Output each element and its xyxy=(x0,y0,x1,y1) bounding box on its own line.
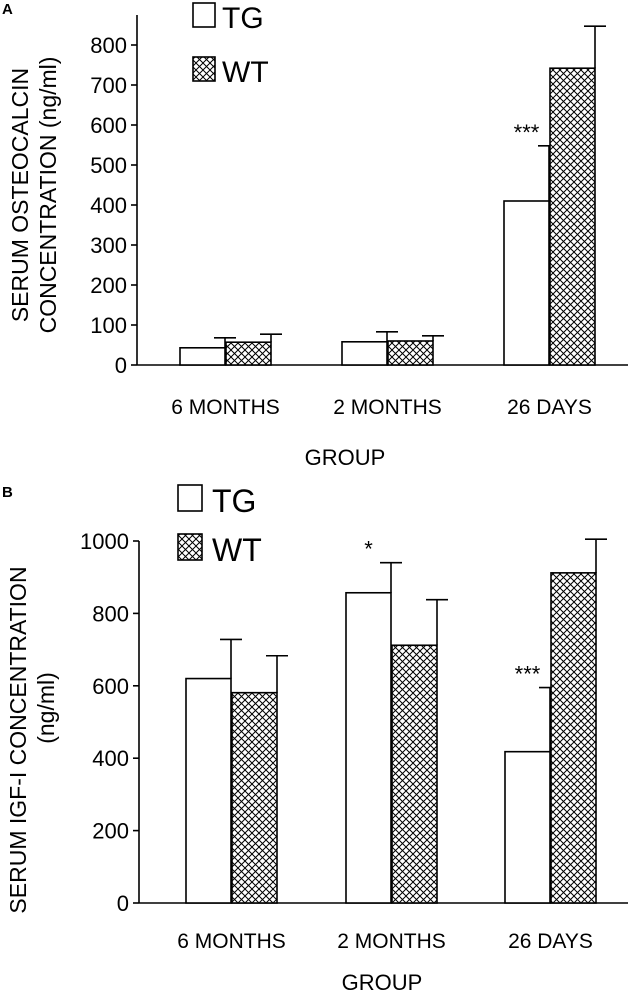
bar-tg xyxy=(345,591,392,904)
legend-wt-label: WT xyxy=(222,56,269,89)
panel-a-ylabel-line2: CONCENTRATION (ng/ml) xyxy=(35,57,61,334)
y-tick-label: 1000 xyxy=(80,529,129,554)
x-tick-label: 2 MONTHS xyxy=(337,930,446,953)
legend-wt-swatch xyxy=(177,533,203,561)
bar-tg xyxy=(185,677,232,904)
bar-tg xyxy=(503,200,550,366)
legend-wt-label: WT xyxy=(212,532,262,568)
significance-marker: *** xyxy=(515,662,541,687)
x-tick-label: 26 DAYS xyxy=(508,930,593,953)
panel-b-legend: TG WT xyxy=(177,483,262,568)
panel-a-letter: A xyxy=(2,1,13,18)
legend-tg-swatch xyxy=(192,2,216,28)
panel-b-ylabel-line1: SERUM IGF-I CONCENTRATION xyxy=(5,566,31,913)
y-tick-label: 500 xyxy=(90,153,127,178)
legend-tg-swatch xyxy=(177,484,203,512)
y-tick-label: 600 xyxy=(90,113,127,138)
legend-wt-swatch xyxy=(192,56,216,82)
bar-tg xyxy=(341,340,388,366)
y-tick-label: 200 xyxy=(90,273,127,298)
x-tick-label: 26 DAYS xyxy=(507,396,592,419)
panel-a-xlabel: GROUP xyxy=(305,445,386,470)
y-tick-label: 0 xyxy=(117,891,129,916)
panel-a-ylabel-line1: SERUM OSTEOCALCIN xyxy=(7,68,33,322)
bar-wt xyxy=(387,340,434,366)
x-tick-label: 2 MONTHS xyxy=(333,396,442,419)
panel-b-plot: 0 200 400 600 800 1000 6 MONTHS 2 MONTHS 26 DAYS… xyxy=(80,529,628,953)
panel-a: SERUM OSTEOCALCIN CONCENTRATION (ng/ml) … xyxy=(7,2,385,470)
y-tick-label: 400 xyxy=(90,193,127,218)
panel-b-letter: B xyxy=(2,484,13,501)
y-tick-label: 300 xyxy=(90,233,127,258)
panel-a-plot: 0 100 200 300 400 500 600 700 800 6 MONTHS 2 MONTH… xyxy=(90,15,628,419)
significance-marker: *** xyxy=(514,120,540,145)
panel-a-legend: TG WT xyxy=(192,2,269,89)
bar-wt xyxy=(231,691,278,904)
bar-wt xyxy=(391,644,438,904)
legend-tg-label: TG xyxy=(222,2,264,35)
y-tick-label: 600 xyxy=(92,674,129,699)
y-tick-label: 0 xyxy=(115,353,127,378)
y-tick-label: 400 xyxy=(92,746,129,771)
x-tick-label: 6 MONTHS xyxy=(177,930,286,953)
y-tick-label: 700 xyxy=(90,73,127,98)
x-tick-label: 6 MONTHS xyxy=(171,396,280,419)
bar-wt xyxy=(550,572,597,904)
significance-marker: * xyxy=(364,537,373,562)
y-tick-label: 800 xyxy=(90,33,127,58)
bar-wt xyxy=(225,341,272,366)
bar-tg xyxy=(504,750,551,904)
y-tick-label: 800 xyxy=(92,601,129,626)
panel-b-xlabel: GROUP xyxy=(342,970,423,995)
legend-tg-label: TG xyxy=(212,483,256,519)
panel-b: SERUM IGF-I CONCENTRATION (ng/ml) GROUP … xyxy=(5,483,422,995)
bar-wt xyxy=(549,67,596,366)
y-tick-label: 200 xyxy=(92,819,129,844)
panel-b-ylabel-line2: (ng/ml) xyxy=(33,672,59,744)
bar-tg xyxy=(179,346,226,366)
y-tick-label: 100 xyxy=(90,313,127,338)
